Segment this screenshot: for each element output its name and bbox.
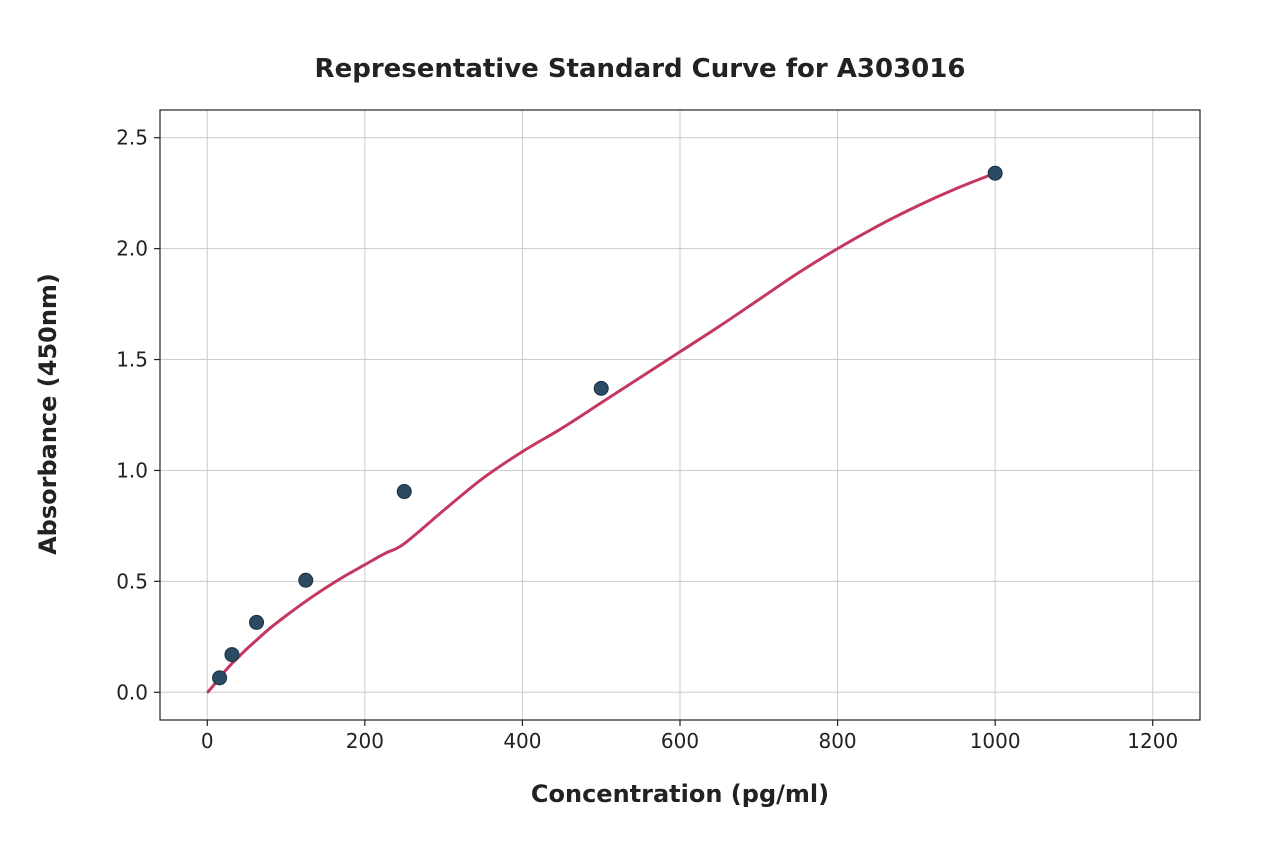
y-tick-label: 0.0 [116,680,148,704]
data-point [250,615,264,629]
x-tick-label: 0 [201,729,214,753]
data-point [299,573,313,587]
y-tick-label: 2.5 [116,126,148,150]
y-tick-label: 1.5 [116,348,148,372]
y-tick-label: 0.5 [116,569,148,593]
plot-svg: 0 200 400 600 800 1000 1200 0.0 0.5 1.0 1.5 2.0 2.5 [0,0,1280,845]
x-tick-label: 200 [346,729,384,753]
data-point [988,166,1002,180]
y-tick-label: 2.0 [116,237,148,261]
data-point [397,485,411,499]
x-tick-label: 400 [503,729,541,753]
x-tick-label: 800 [818,729,856,753]
chart-figure: Representative Standard Curve for A30301… [0,0,1280,845]
y-tick-label: 1.0 [116,458,148,482]
x-tick-label: 600 [661,729,699,753]
x-tick-label: 1000 [970,729,1021,753]
fit-curve [208,173,995,692]
data-point [594,381,608,395]
x-tick-label: 1200 [1127,729,1178,753]
data-point [225,648,239,662]
data-point [213,671,227,685]
